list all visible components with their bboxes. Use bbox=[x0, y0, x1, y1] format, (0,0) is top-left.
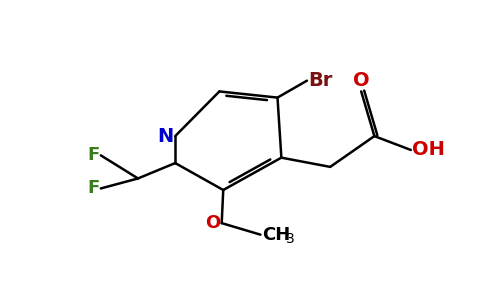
Text: F: F bbox=[87, 146, 99, 164]
Text: OH: OH bbox=[412, 140, 445, 160]
Text: 3: 3 bbox=[286, 232, 295, 245]
Text: O: O bbox=[353, 71, 369, 90]
Text: Br: Br bbox=[308, 71, 333, 90]
Text: CH: CH bbox=[262, 226, 290, 244]
Text: F: F bbox=[87, 179, 99, 197]
Text: O: O bbox=[205, 214, 220, 232]
Text: N: N bbox=[157, 127, 174, 146]
